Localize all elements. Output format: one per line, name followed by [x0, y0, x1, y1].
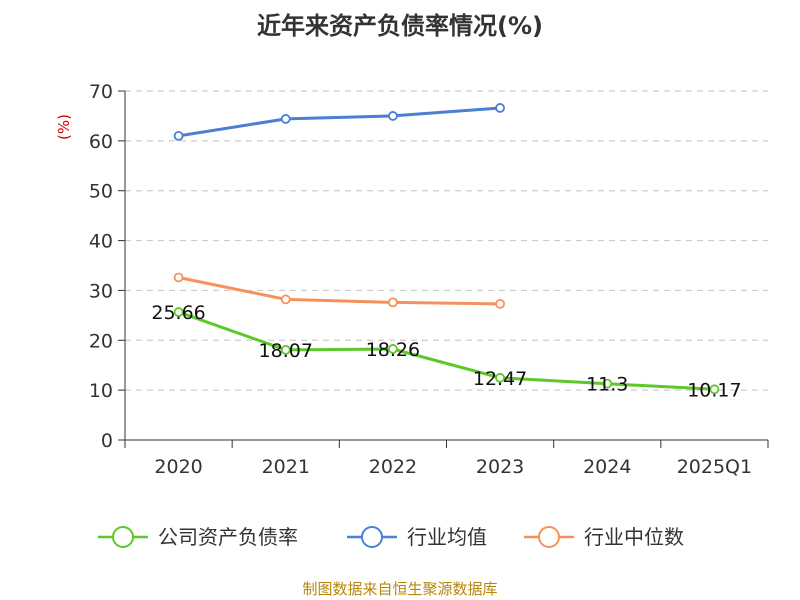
data-point	[388, 297, 398, 308]
x-tick-label: 2021	[262, 456, 310, 478]
data-point	[173, 272, 184, 283]
legend-label: 公司资产负债率	[158, 525, 298, 549]
legend-label: 行业均值	[407, 525, 487, 549]
data-point	[495, 372, 505, 383]
data-point	[173, 130, 184, 141]
series-layer	[173, 103, 720, 395]
y-tick-label: 40	[89, 231, 113, 253]
data-point	[495, 298, 505, 309]
data-point	[280, 345, 291, 355]
data-label: 18.26	[366, 339, 420, 361]
data-labels: 25.66 18.07 18.26 12.47 11.3 10.17	[151, 302, 741, 401]
data-point	[173, 307, 184, 317]
chart-title: 近年来资产负债率情况(%)	[257, 12, 543, 40]
data-point	[388, 344, 398, 354]
data-label: 18.07	[259, 340, 313, 362]
data-label: 25.66	[151, 302, 205, 324]
legend-marker	[112, 526, 134, 548]
data-point	[280, 294, 291, 305]
series-line	[178, 310, 715, 391]
data-point	[280, 114, 291, 124]
source-note: 制图数据来自恒生聚源数据库	[302, 580, 498, 598]
y-tick-label: 60	[89, 131, 113, 153]
x-tick-label: 2022	[369, 456, 417, 478]
data-label: 10.17	[687, 379, 741, 401]
y-tick-label: 30	[89, 280, 113, 302]
legend-item[interactable]: 行业均值	[347, 525, 487, 549]
data-point	[709, 384, 720, 395]
legend-item[interactable]: 行业中位数	[524, 525, 684, 549]
gridlines	[125, 90, 768, 391]
y-axis-label: (%)	[55, 114, 73, 140]
legend-item[interactable]: 公司资产负债率	[98, 525, 298, 549]
x-tick-label: 2025Q1	[677, 456, 752, 478]
y-tick-label: 10	[89, 380, 113, 402]
y-tick-label: 0	[101, 430, 113, 452]
x-tick-label: 2020	[154, 456, 202, 478]
data-label: 11.3	[586, 374, 628, 396]
series-line	[178, 106, 501, 138]
legend-marker	[361, 526, 383, 548]
y-tick-label: 20	[89, 330, 113, 352]
x-tick-label: 2024	[583, 456, 631, 478]
legend-label: 行业中位数	[584, 525, 684, 549]
data-point	[495, 103, 505, 113]
data-point	[602, 378, 613, 389]
axes: 0 10 20 30 40 50 60 70 2020 2021 2022 2023 2024 2025Q…	[55, 81, 769, 478]
y-tick-label: 70	[89, 81, 113, 103]
data-label: 12.47	[473, 368, 527, 390]
x-tick-label: 2023	[476, 456, 524, 478]
legend-marker	[538, 526, 560, 548]
y-tick-label: 50	[89, 181, 113, 203]
series-line	[178, 276, 501, 306]
legend[interactable]: 公司资产负债率 行业均值 行业中位数	[98, 525, 684, 549]
data-point	[388, 111, 398, 121]
